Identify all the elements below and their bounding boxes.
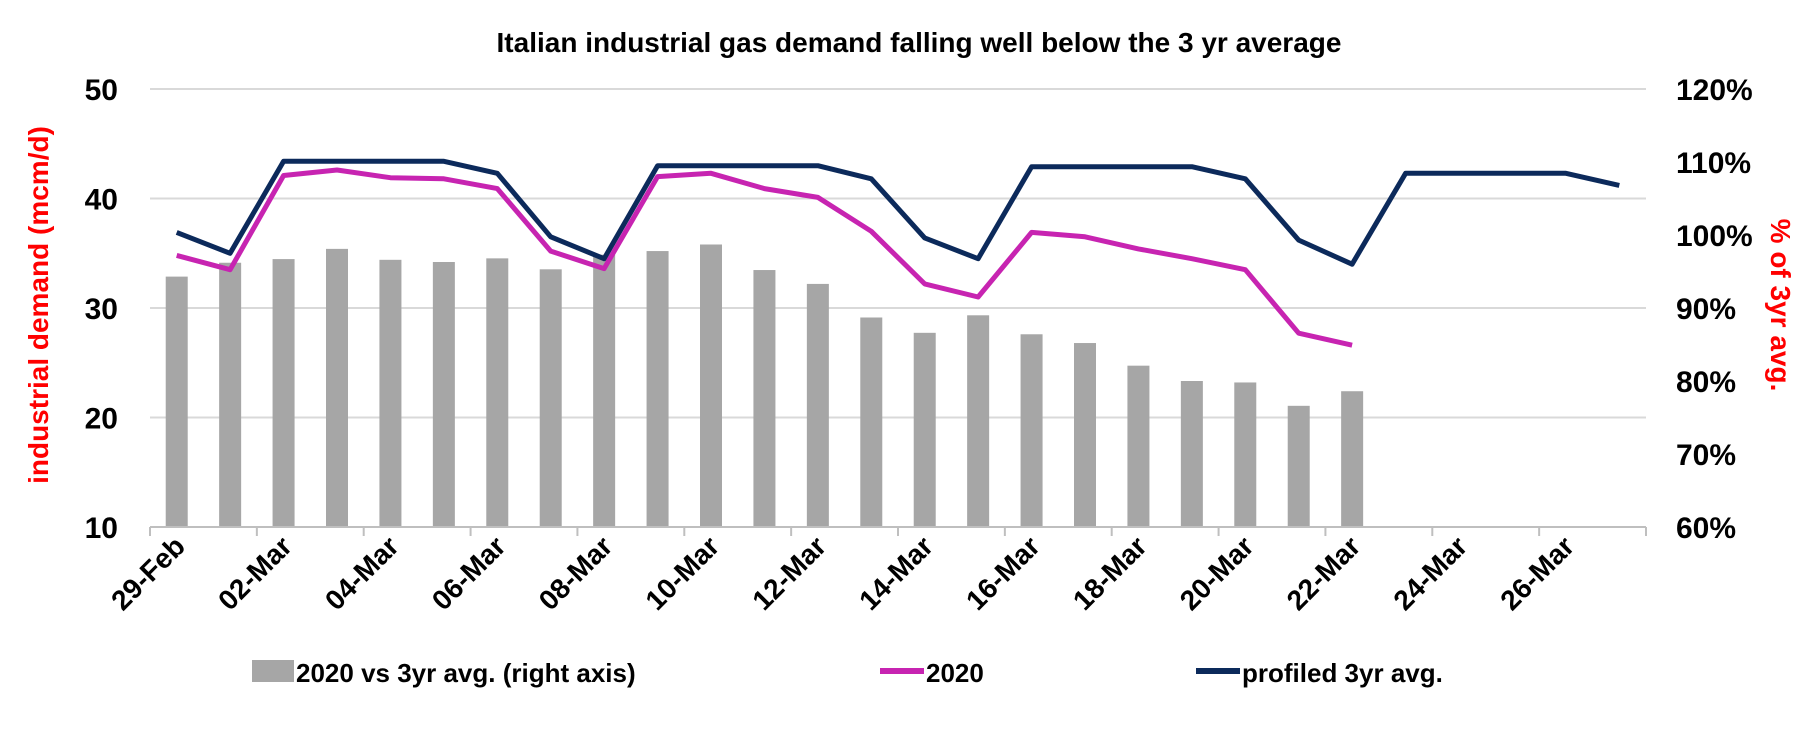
y-right-tick-label: 60% <box>1676 512 1736 545</box>
x-tick-label: 24-Mar <box>1387 530 1473 616</box>
y-right-tick-label: 100% <box>1676 220 1753 253</box>
y-axis-left-ticks: 10 20 30 40 50 <box>85 74 118 545</box>
legend-label-2020: 2020 <box>926 658 984 688</box>
line-2020 <box>176 167 1353 348</box>
bar-15-Mar <box>967 315 990 527</box>
bar-19-Mar <box>1180 381 1203 527</box>
y-left-tick-label: 10 <box>85 512 118 545</box>
y-right-tick-label: 120% <box>1676 74 1753 107</box>
bar-07-Mar <box>539 269 562 527</box>
x-tick-label: 20-Mar <box>1174 530 1260 616</box>
y-right-tick-label: 110% <box>1676 147 1751 180</box>
x-tick-label: 08-Mar <box>533 530 619 616</box>
x-tick-label: 26-Mar <box>1494 530 1580 616</box>
bar-04-Mar <box>379 259 402 527</box>
bar-17-Mar <box>1074 343 1096 527</box>
bar-05-Mar <box>432 262 455 527</box>
bar-16-Mar <box>1020 334 1043 527</box>
x-tick-label: 16-Mar <box>960 530 1046 616</box>
chart-title: Italian industrial gas demand falling we… <box>497 27 1342 58</box>
x-tick-label: 18-Mar <box>1067 530 1153 616</box>
x-tick-label: 06-Mar <box>426 530 512 616</box>
y-axis-left-label: industrial demand (mcm/d) <box>23 126 54 484</box>
y-right-tick-label: 80% <box>1676 366 1736 399</box>
bar-02-Mar <box>272 259 295 527</box>
bar-08-Mar <box>593 254 616 527</box>
y-left-tick-label: 40 <box>85 184 118 217</box>
bar-13-Mar <box>860 317 883 527</box>
bar-20-Mar <box>1234 382 1257 527</box>
bar-18-Mar <box>1127 365 1150 527</box>
x-axis-ticks <box>149 527 1647 536</box>
gridlines <box>150 88 1646 419</box>
bar-series <box>165 244 1364 528</box>
line-series <box>175 158 1620 348</box>
legend-label-bars: 2020 vs 3yr avg. (right axis) <box>296 658 636 688</box>
x-axis-labels: 29-Feb 02-Mar 04-Mar 06-Mar 08-Mar 10-Mar 12-M… <box>105 530 1580 616</box>
y-axis-right-label: % of 3yr avg. <box>1765 219 1796 392</box>
y-right-tick-label: 90% <box>1676 293 1736 326</box>
bar-09-Mar <box>646 251 669 527</box>
legend-label-3yr: profiled 3yr avg. <box>1242 658 1443 688</box>
legend: 2020 vs 3yr avg. (right axis) 2020 profi… <box>252 658 1443 688</box>
line-profiled-3yr-avg <box>175 158 1620 267</box>
bar-06-Mar <box>486 258 509 527</box>
y-axis-right-ticks: 60% 70% 80% 90% 100% 110% 120% <box>1676 74 1753 545</box>
bar-03-Mar <box>326 248 348 527</box>
y-left-tick-label: 20 <box>85 403 118 436</box>
bar-14-Mar <box>913 332 936 527</box>
bar-21-Mar <box>1287 405 1310 527</box>
x-tick-label: 10-Mar <box>639 530 725 616</box>
y-right-tick-label: 70% <box>1676 439 1736 472</box>
bar-29-Feb <box>165 276 188 527</box>
x-tick-label: 22-Mar <box>1281 530 1367 616</box>
bar-10-Mar <box>700 244 722 528</box>
x-tick-label: 12-Mar <box>746 530 832 616</box>
bar-11-Mar <box>753 270 776 527</box>
legend-swatch-bars <box>252 660 294 682</box>
x-tick-label: 04-Mar <box>319 530 405 616</box>
y-left-tick-label: 30 <box>85 293 118 326</box>
bar-22-Mar <box>1341 391 1364 527</box>
x-tick-label: 29-Feb <box>105 530 191 616</box>
x-tick-label: 02-Mar <box>212 530 298 616</box>
y-left-tick-label: 50 <box>85 74 118 107</box>
bar-12-Mar <box>806 283 829 527</box>
x-tick-label: 14-Mar <box>853 530 939 616</box>
bar-01-Mar <box>219 262 242 527</box>
